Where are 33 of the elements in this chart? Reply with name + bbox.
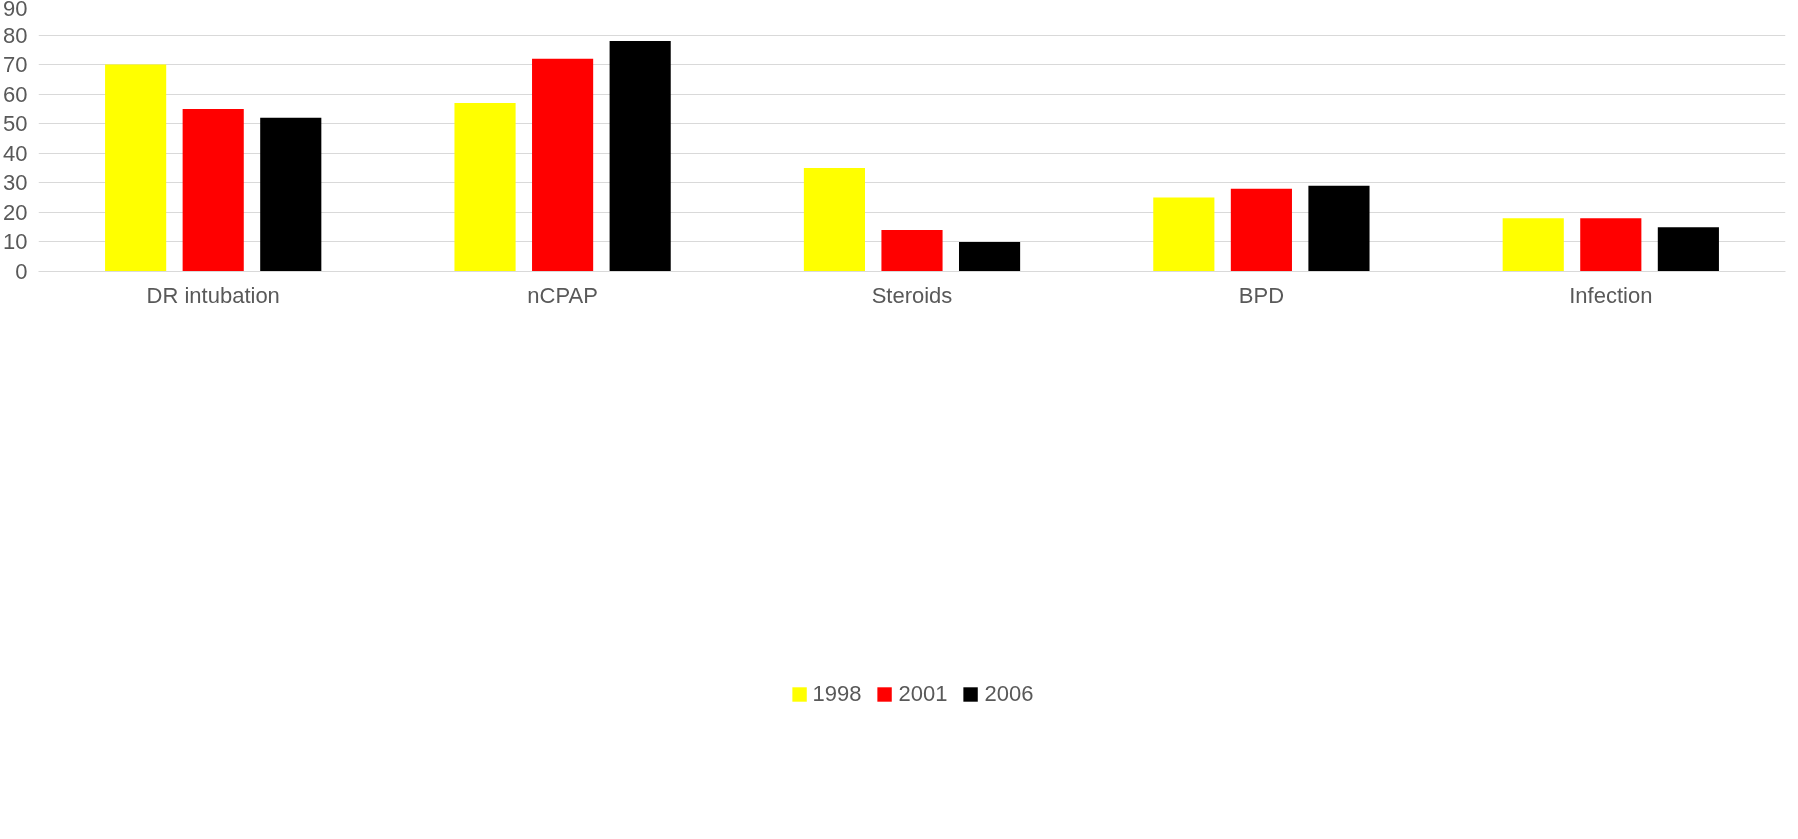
y-tick-label: 10: [3, 229, 28, 255]
bar: [1153, 197, 1215, 272]
x-tick-label: BPD: [1238, 282, 1285, 308]
x-tick-label: Steroids: [871, 282, 953, 308]
y-tick-label: 50: [3, 111, 28, 137]
bar: [1657, 227, 1719, 272]
bar: [182, 108, 244, 272]
bar: [1502, 218, 1564, 272]
bar: [532, 58, 594, 272]
x-tick-label: nCPAP: [527, 282, 598, 308]
y-tick-label: 40: [3, 140, 28, 166]
y-tick-label: 90: [3, 0, 28, 21]
y-tick-label: 20: [3, 199, 28, 225]
bar: [881, 230, 943, 272]
legend-label: 2006: [984, 680, 1034, 707]
y-tick-label: 0: [15, 259, 28, 284]
bar: [105, 64, 167, 272]
y-tick-label: 30: [3, 170, 28, 196]
bar: [803, 168, 866, 272]
bar: [260, 117, 322, 272]
y-tick-label: 70: [3, 52, 28, 78]
bar: [1580, 218, 1642, 272]
legend-label: 2001: [898, 680, 948, 707]
bar: [1230, 188, 1292, 272]
x-tick-label: DR intubation: [146, 282, 280, 308]
bar: [609, 40, 671, 272]
legend-label: 1998: [812, 680, 862, 707]
y-tick-label: 60: [3, 81, 28, 107]
y-tick-label: 80: [3, 22, 28, 48]
bar: [958, 241, 1021, 272]
bar: [454, 103, 516, 272]
x-tick-label: Infection: [1569, 282, 1653, 308]
bar: [1308, 185, 1370, 272]
